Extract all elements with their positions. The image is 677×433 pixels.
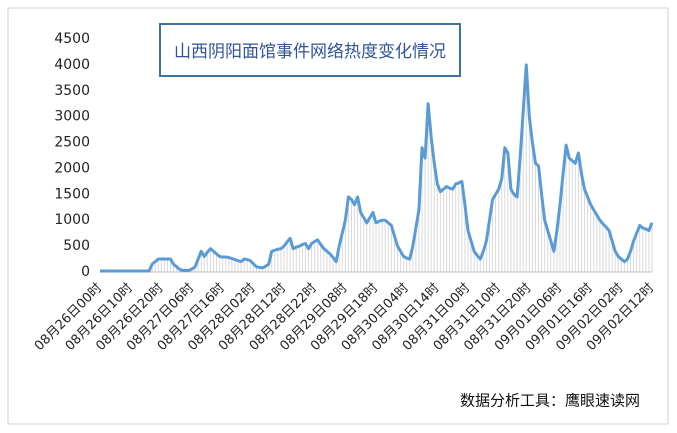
y-tick-label: 0 — [81, 264, 90, 280]
y-tick-label: 500 — [63, 238, 90, 254]
title-box — [159, 23, 461, 77]
y-tick-label: 3000 — [54, 109, 90, 125]
y-tick-label: 1500 — [54, 186, 90, 202]
data-line — [100, 63, 654, 273]
y-tick-label: 4500 — [54, 31, 90, 47]
y-tick-label: 2000 — [54, 160, 90, 176]
y-tick-label: 2500 — [54, 135, 90, 151]
y-tick-label: 3500 — [54, 83, 90, 99]
chart-title: 山西阴阳面馆事件网络热度变化情况 — [174, 42, 446, 62]
y-tick-label: 1000 — [54, 212, 90, 228]
y-tick-label: 4000 — [54, 57, 90, 73]
source-note: 数据分析工具：鹰眼速读网 — [460, 392, 640, 410]
